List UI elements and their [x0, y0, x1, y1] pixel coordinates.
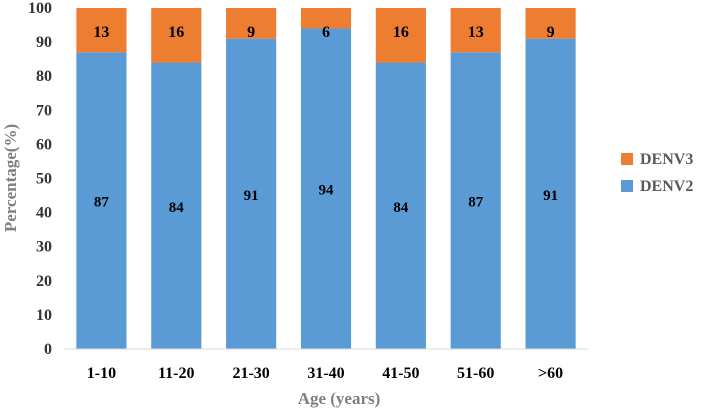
y-tick-label: 40 — [36, 205, 52, 222]
bar-denv2 — [226, 38, 277, 349]
bar-denv3 — [450, 8, 501, 53]
data-label: 16 — [168, 24, 184, 41]
data-label: 9 — [247, 24, 255, 41]
bar-denv2 — [450, 52, 501, 350]
data-label: 87 — [468, 195, 484, 211]
data-label: 13 — [93, 24, 109, 41]
y-tick-label: 30 — [36, 239, 52, 256]
y-tick-label: 20 — [36, 273, 52, 290]
legend-swatch-denv2 — [621, 180, 633, 192]
bar-denv2 — [375, 62, 426, 350]
data-label: 13 — [468, 24, 484, 41]
bar-denv3 — [76, 8, 127, 53]
bar-denv3 — [525, 8, 576, 39]
y-tick-label: 60 — [36, 136, 52, 153]
x-tick-label: 51-60 — [457, 365, 494, 382]
legend-label-denv2: DENV2 — [640, 178, 693, 195]
bar-denv2 — [525, 38, 576, 349]
y-tick-label: 90 — [36, 34, 52, 51]
x-tick-label: 1-10 — [87, 365, 116, 382]
data-label: 84 — [169, 200, 185, 216]
y-axis-title: Percentage(%) — [1, 124, 20, 232]
data-label: 84 — [393, 200, 409, 216]
y-tick-label: 10 — [36, 307, 52, 324]
bar-denv3 — [151, 8, 202, 63]
bar-denv2 — [76, 52, 127, 350]
data-label: 87 — [94, 195, 110, 211]
bar-denv3 — [300, 8, 352, 29]
x-axis: 1-10 11-20 21-30 31-40 41-50 51-60 >60 — [87, 365, 563, 382]
y-axis: 0 10 20 30 40 50 60 70 80 90 100 — [28, 0, 52, 358]
bars: 87 13 84 16 91 9 94 6 84 16 87 13 91 9 — [76, 8, 576, 350]
x-tick-label: >60 — [538, 365, 563, 382]
x-axis-title: Age (years) — [298, 389, 381, 408]
data-label: 91 — [543, 188, 558, 204]
data-label: 6 — [322, 24, 330, 41]
x-tick-label: 21-30 — [232, 365, 269, 382]
legend-label-denv3: DENV3 — [640, 151, 693, 168]
x-tick-label: 41-50 — [382, 365, 419, 382]
legend-swatch-denv3 — [621, 153, 633, 165]
y-tick-label: 50 — [36, 171, 52, 188]
y-tick-label: 0 — [44, 341, 52, 358]
legend: DENV3 DENV2 — [621, 151, 693, 195]
bar-denv2 — [151, 62, 202, 350]
y-tick-label: 100 — [28, 0, 52, 17]
bar-denv3 — [375, 8, 426, 63]
data-label: 94 — [319, 183, 335, 199]
x-tick-label: 11-20 — [158, 365, 194, 382]
bar-denv2 — [300, 28, 352, 350]
data-label: 91 — [244, 188, 259, 204]
x-tick-label: 31-40 — [307, 365, 344, 382]
y-tick-label: 80 — [36, 68, 52, 85]
bar-denv3 — [226, 8, 277, 39]
data-label: 9 — [547, 24, 555, 41]
y-tick-label: 70 — [36, 102, 52, 119]
data-label: 16 — [393, 24, 409, 41]
